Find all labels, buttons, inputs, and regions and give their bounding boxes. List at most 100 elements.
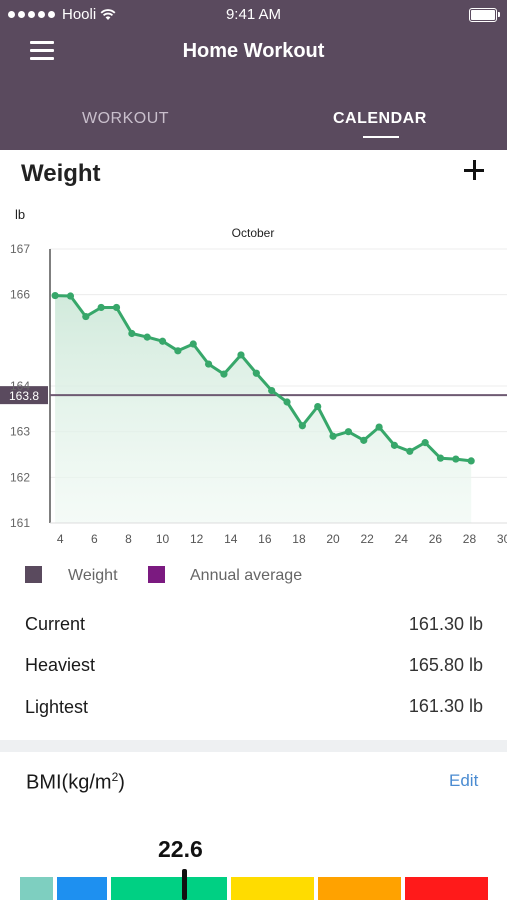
x-tick-label: 12: [190, 532, 204, 546]
stat-current-number: 161.30: [408, 614, 464, 634]
weight-data-point: [421, 439, 429, 447]
hamburger-menu-icon[interactable]: [30, 41, 54, 61]
legend-label-annual-average: Annual average: [190, 567, 303, 584]
section-divider: [0, 740, 507, 752]
bmi-segment-2: [57, 877, 107, 900]
weight-data-point: [174, 347, 182, 355]
stat-heaviest-value: 165.80 lb: [409, 655, 483, 676]
weight-data-point: [436, 454, 445, 462]
y-tick-label: 166: [10, 288, 30, 302]
bmi-segment-6: [405, 877, 488, 900]
x-tick-label: 24: [395, 532, 409, 546]
weight-data-point: [143, 333, 151, 341]
y-tick-label: 167: [10, 242, 30, 256]
bmi-segment-5: [318, 877, 401, 900]
y-axis-unit-label: lb: [15, 207, 25, 222]
bmi-value: 22.6: [158, 836, 203, 862]
weight-data-point: [189, 340, 197, 348]
x-tick-label: 6: [91, 532, 98, 546]
stat-heaviest-number: 165.80: [408, 655, 464, 675]
annual-average-label: 163.8: [9, 389, 39, 403]
carrier-name: Hooli: [62, 6, 97, 23]
weight-section-title: Weight: [21, 160, 101, 187]
stat-heaviest-label: Heaviest: [25, 655, 96, 675]
carrier-info: Hooli: [8, 6, 116, 23]
weight-data-point: [82, 312, 90, 321]
signal-icon: [8, 11, 55, 18]
y-tick-label: 162: [10, 470, 30, 484]
x-tick-label: 20: [326, 532, 340, 546]
y-tick-label: 164: [10, 379, 30, 393]
weight-data-point: [467, 457, 475, 465]
x-tick-label: 14: [224, 532, 238, 546]
x-tick-label: 16: [258, 532, 272, 546]
tab-workout[interactable]: WORKOUT: [82, 110, 170, 127]
annual-average-badge: [0, 386, 48, 405]
weight-data-point: [314, 402, 322, 411]
y-tick-label: 161: [10, 516, 30, 530]
x-tick-label: 10: [156, 532, 170, 546]
bmi-section-title: BMI(kg/m2): [26, 770, 125, 795]
stat-current-value: 161.30 lb: [409, 614, 483, 635]
weight-data-point: [390, 441, 399, 449]
weight-series-line: [55, 294, 472, 463]
app-header: Hooli 9:41 AM Home Workout WORKOUT CALEN…: [0, 0, 507, 150]
weight-data-point: [360, 436, 368, 444]
tab-calendar[interactable]: CALENDAR: [333, 110, 427, 127]
x-tick-label: 18: [292, 532, 306, 546]
x-tick-label: 30: [497, 532, 507, 546]
x-tick-label: 26: [429, 532, 443, 546]
weight-data-point: [283, 398, 291, 406]
bmi-indicator: [182, 869, 187, 900]
weight-data-point: [252, 369, 260, 377]
stat-lightest-unit: lb: [468, 696, 483, 716]
weight-data-point: [66, 292, 75, 300]
bmi-title-exponent: 2: [111, 770, 119, 784]
stat-current-label: Current: [25, 614, 86, 634]
wifi-icon: [100, 8, 116, 20]
legend-swatch-weight: [25, 566, 42, 583]
battery-icon: [469, 8, 500, 22]
weight-data-point: [158, 337, 167, 345]
weight-data-point: [375, 423, 383, 431]
weight-data-point: [237, 351, 245, 359]
x-tick-label: 28: [463, 532, 477, 546]
weight-data-point: [220, 370, 228, 378]
weight-data-point: [452, 455, 460, 463]
add-weight-button[interactable]: [462, 158, 488, 184]
x-tick-label: 8: [125, 532, 132, 546]
stat-current-unit: lb: [468, 614, 483, 634]
weight-data-point: [97, 303, 105, 312]
weight-data-point: [298, 422, 306, 430]
stat-lightest-value: 161.30 lb: [409, 696, 483, 717]
active-tab-indicator: [363, 136, 399, 138]
edit-bmi-button[interactable]: Edit: [449, 771, 479, 790]
status-bar: Hooli 9:41 AM: [0, 0, 507, 30]
clock: 9:41 AM: [225, 6, 282, 23]
bmi-title-text: BMI(kg/m: [26, 771, 112, 794]
bmi-segment-3: [111, 877, 227, 900]
legend-swatch-annual-average: [148, 566, 165, 583]
stat-lightest-label: Lightest: [25, 697, 89, 717]
month-label: October: [232, 226, 275, 240]
weight-data-point: [406, 447, 414, 455]
weight-data-point: [268, 386, 276, 395]
stat-heaviest-unit: lb: [468, 655, 483, 675]
weight-data-point: [128, 329, 136, 338]
x-tick-label: 22: [360, 532, 374, 546]
app-title: Home Workout: [182, 40, 325, 62]
y-tick-label: 163: [10, 425, 30, 439]
legend-label-weight: Weight: [68, 567, 118, 584]
x-tick-label: 4: [57, 532, 64, 546]
stat-lightest-number: 161.30: [408, 696, 464, 716]
weight-area: [55, 295, 472, 523]
weight-data-point: [344, 428, 353, 436]
weight-data-point: [204, 360, 213, 368]
bmi-segment-1: [20, 877, 53, 900]
weight-data-point: [329, 432, 337, 440]
weight-data-point: [112, 303, 121, 312]
weight-data-point: [51, 291, 59, 300]
bmi-segment-4: [231, 877, 314, 900]
bmi-title-suffix: ): [118, 771, 125, 794]
